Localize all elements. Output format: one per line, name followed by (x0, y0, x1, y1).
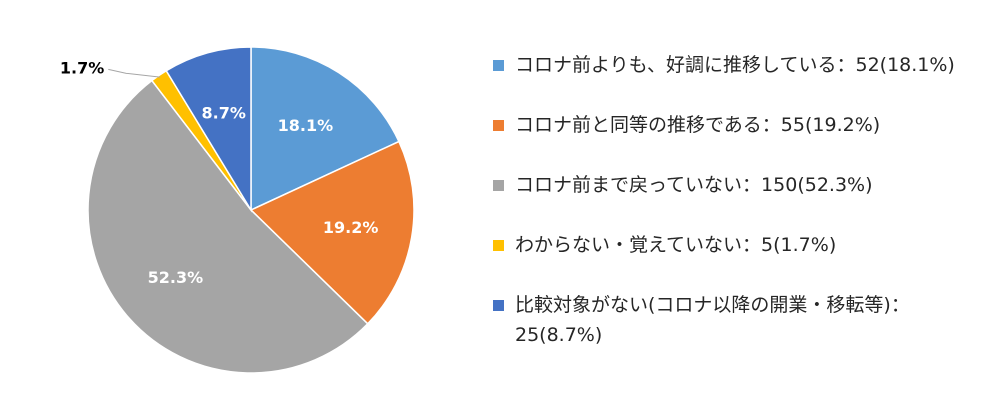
legend-label: コロナ前まで戻っていない：150(52.3%) (515, 174, 873, 196)
legend-label: コロナ前よりも、好調に推移している：52(18.1%) (515, 54, 955, 76)
legend-label: コロナ前と同等の推移である：55(19.2%) (515, 114, 881, 136)
legend-item: 比較対象がない(コロナ以降の開業・移転等)：25(8.7%) (493, 290, 955, 350)
pie-slice (250, 46, 400, 212)
legend-swatch (493, 180, 504, 191)
data-label: 52.3% (148, 268, 204, 287)
leader-line (108, 68, 161, 78)
legend-swatch (493, 120, 504, 131)
legend-swatch (493, 240, 504, 251)
pie-slice (87, 79, 369, 374)
legend-label: 比較対象がない(コロナ以降の開業・移転等)：25(8.7%) (515, 294, 910, 346)
legend-swatch (493, 300, 504, 311)
legend-item: コロナ前まで戻っていない：150(52.3%) (493, 170, 993, 200)
pie-slice (165, 46, 252, 213)
data-label: 1.7% (60, 58, 104, 77)
legend-label: わからない・覚えていない：5(1.7%) (515, 234, 837, 256)
legend-item: コロナ前と同等の推移である：55(19.2%) (493, 110, 993, 140)
data-label: 19.2% (323, 218, 379, 237)
data-label: 18.1% (278, 116, 334, 135)
legend-swatch (493, 60, 504, 71)
legend: コロナ前よりも、好調に推移している：52(18.1%) コロナ前と同等の推移であ… (493, 50, 993, 350)
data-label: 8.7% (202, 104, 246, 123)
legend-item: コロナ前よりも、好調に推移している：52(18.1%) (493, 50, 993, 80)
legend-item: わからない・覚えていない：5(1.7%) (493, 230, 993, 260)
pie-slice (249, 140, 415, 325)
